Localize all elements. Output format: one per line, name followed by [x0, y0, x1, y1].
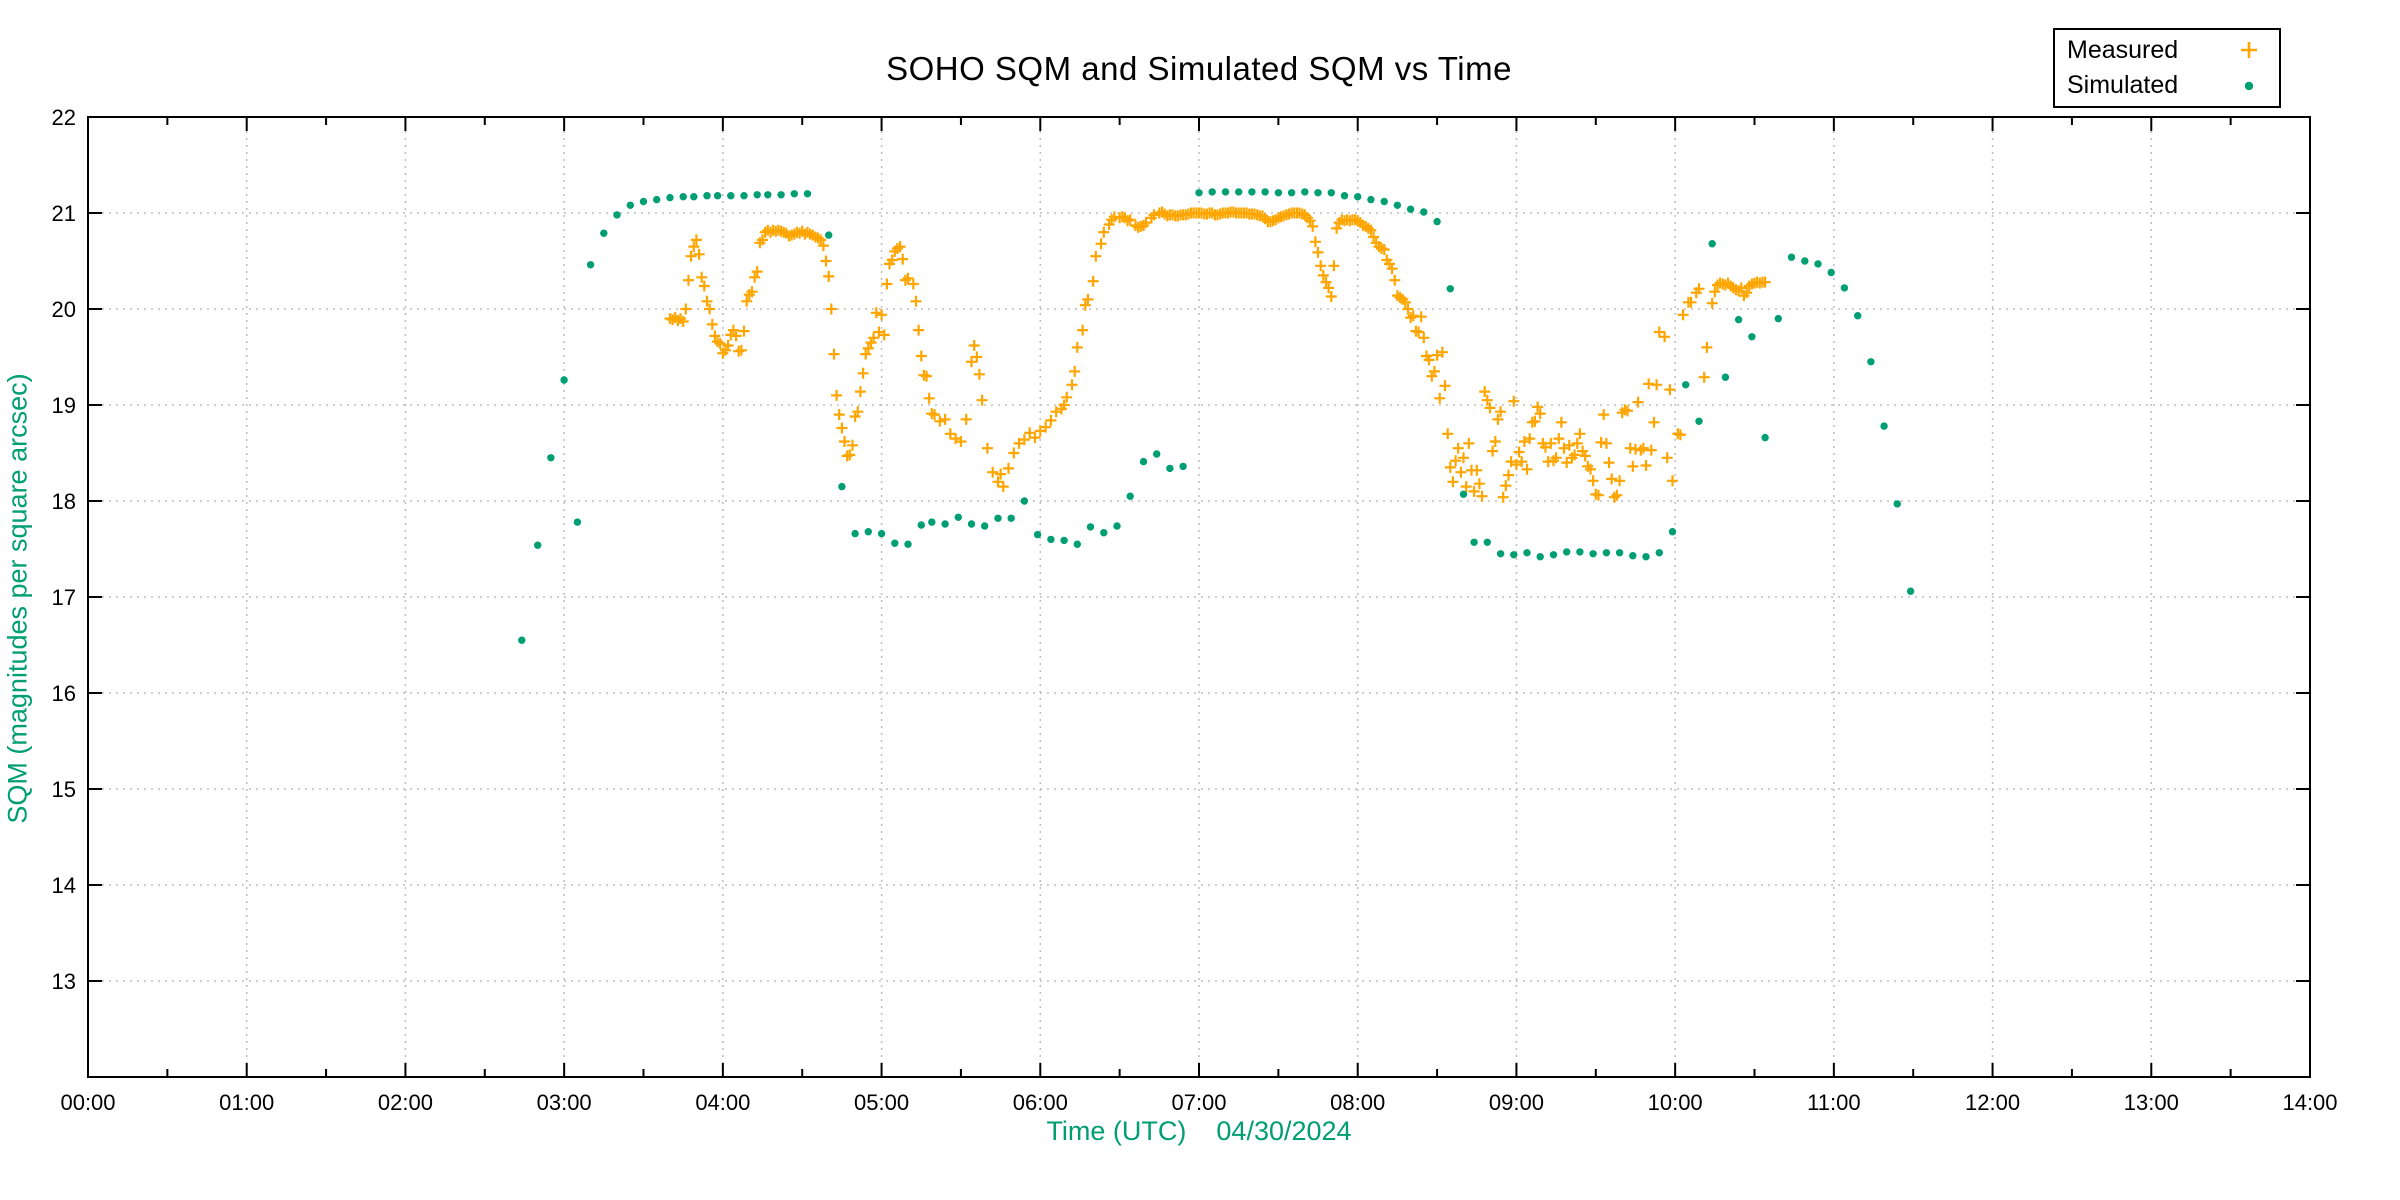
legend-item-measured: Measured: [2067, 33, 2269, 67]
axis-ticks: [87, 116, 2311, 1077]
svg-text:16: 16: [52, 681, 76, 706]
svg-text:21: 21: [52, 201, 76, 226]
x-tick-labels: 00:00 01:00 02:00 03:00 04:00 05:00 06:00 07:00…: [60, 1090, 2337, 1115]
svg-text:14: 14: [52, 873, 76, 898]
y-axis-label: SQM (magnitudes per square arcsec): [2, 373, 33, 824]
plus-icon: [2241, 42, 2257, 59]
svg-text:14:00: 14:00: [2282, 1090, 2337, 1115]
svg-text:20: 20: [52, 297, 76, 322]
svg-text:12:00: 12:00: [1965, 1090, 2020, 1115]
svg-text:06:00: 06:00: [1013, 1090, 1068, 1115]
legend-item-simulated: Simulated: [2067, 69, 2269, 103]
svg-text:13:00: 13:00: [2124, 1090, 2179, 1115]
svg-text:19: 19: [52, 393, 76, 418]
svg-text:13: 13: [52, 969, 76, 994]
gridlines: [88, 117, 2310, 1077]
svg-text:11:00: 11:00: [1807, 1090, 1860, 1115]
svg-text:17: 17: [52, 585, 76, 610]
svg-text:15: 15: [52, 777, 76, 802]
svg-text:01:00: 01:00: [219, 1090, 274, 1115]
legend-label-measured: Measured: [2067, 35, 2179, 64]
svg-text:00:00: 00:00: [60, 1090, 115, 1115]
svg-text:18: 18: [52, 489, 76, 514]
x-axis-label: Time (UTC) 04/30/2024: [1046, 1116, 1352, 1146]
plot-border: [87, 116, 2311, 1078]
svg-text:10:00: 10:00: [1648, 1090, 1703, 1115]
svg-text:07:00: 07:00: [1171, 1090, 1226, 1115]
page-title: SOHO SQM and Simulated SQM vs Time: [886, 50, 1512, 87]
svg-text:09:00: 09:00: [1489, 1090, 1544, 1115]
svg-text:04:00: 04:00: [695, 1090, 750, 1115]
series-measured-points: [664, 206, 1771, 503]
legend: Measured Simulated: [2053, 28, 2281, 108]
svg-text:03:00: 03:00: [537, 1090, 592, 1115]
series-simulated-points: [518, 188, 1915, 644]
svg-text:02:00: 02:00: [378, 1090, 433, 1115]
legend-label-simulated: Simulated: [2067, 71, 2179, 100]
svg-text:05:00: 05:00: [854, 1090, 909, 1115]
dot-icon: [2244, 81, 2254, 90]
svg-text:08:00: 08:00: [1330, 1090, 1385, 1115]
svg-text:22: 22: [52, 105, 76, 130]
y-tick-labels: 13 14 15 16 17 18 19 20 21 22: [52, 105, 76, 994]
